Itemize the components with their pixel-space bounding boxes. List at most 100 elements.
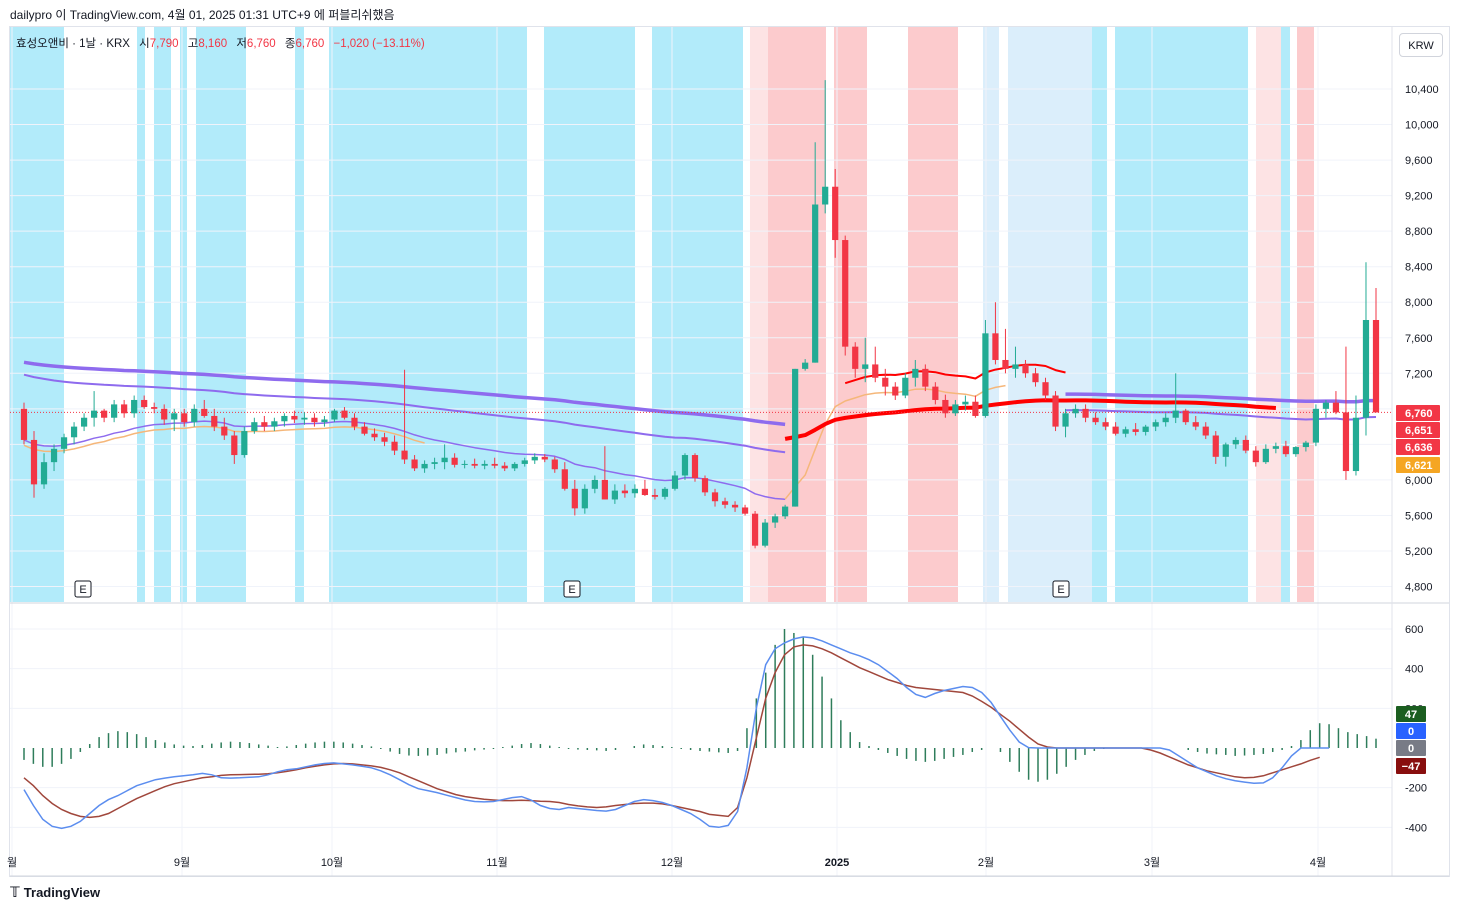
footer: 𝕋 TradingView <box>10 884 100 901</box>
candle <box>141 395 148 409</box>
candle <box>591 475 598 494</box>
price-badge-bg <box>1396 457 1440 473</box>
candle <box>731 501 739 512</box>
candle-body <box>431 462 438 464</box>
symbol-name[interactable]: 효성오앤비 · 1날 · KRX <box>16 38 130 50</box>
candle <box>1012 346 1019 378</box>
candle <box>641 479 649 496</box>
candle <box>581 484 588 514</box>
candle <box>211 408 218 432</box>
earnings-marker[interactable]: E <box>563 580 581 598</box>
candle-body <box>50 448 58 463</box>
price-badge-label: 6,651 <box>1405 425 1433 437</box>
candle <box>992 302 999 365</box>
candle <box>261 415 268 432</box>
macd-badge-bg <box>1396 758 1426 774</box>
candle-body <box>711 492 719 502</box>
price-badge-bg <box>1396 422 1440 438</box>
candle-body <box>1232 439 1239 445</box>
price-tick-label: 7,600 <box>1405 333 1433 345</box>
candle-body <box>1272 446 1279 449</box>
candle <box>1242 435 1249 454</box>
candle-body <box>551 459 558 470</box>
earnings-marker-label: E <box>568 584 575 596</box>
candle-body <box>321 419 328 423</box>
candle <box>902 373 909 399</box>
candle <box>281 413 288 427</box>
candle-body <box>271 421 278 427</box>
candle <box>271 417 278 432</box>
candle <box>1372 288 1380 413</box>
candle <box>792 368 799 507</box>
background-band <box>1297 27 1314 602</box>
candle <box>341 407 348 420</box>
candle <box>1262 444 1269 464</box>
macd-badge: 0 <box>1396 723 1426 739</box>
candle-body <box>491 463 498 466</box>
candle-body <box>802 362 809 369</box>
candle <box>1132 423 1139 436</box>
price-badge: 6,760 <box>1396 405 1440 421</box>
candle-body <box>401 450 408 460</box>
candle <box>331 408 338 423</box>
candle <box>932 382 939 405</box>
candle-body <box>1192 422 1199 427</box>
macd-badge-label: 47 <box>1405 709 1417 721</box>
candle-body <box>611 490 618 500</box>
candle <box>90 391 98 427</box>
candle-body <box>541 456 548 460</box>
candle-body <box>181 413 188 423</box>
candle <box>101 408 108 423</box>
earnings-marker[interactable]: E <box>74 580 92 598</box>
candle <box>751 511 759 549</box>
candle <box>50 444 58 472</box>
candle <box>421 460 428 473</box>
candle-body <box>481 463 488 466</box>
price-tick-label: 4,800 <box>1405 582 1433 594</box>
candle <box>1232 437 1239 449</box>
candle-body <box>30 439 38 485</box>
candle-body <box>60 437 68 449</box>
candle-body <box>621 490 628 494</box>
background-band <box>1115 27 1248 602</box>
candle <box>1172 373 1179 424</box>
macd-badge: 0 <box>1396 740 1426 756</box>
candle-body <box>201 408 208 416</box>
candle-body <box>40 462 48 485</box>
candle-body <box>121 404 128 414</box>
tradingview-logo-icon[interactable]: 𝕋 <box>10 884 20 900</box>
candle <box>942 394 949 418</box>
candle <box>1042 377 1049 400</box>
price-tick-label: 10,000 <box>1405 120 1439 132</box>
candle <box>882 368 889 396</box>
price-badge-bg <box>1396 439 1440 455</box>
candle <box>661 487 669 500</box>
candle-body <box>631 488 639 494</box>
ema-red-thin-line <box>844 363 1066 385</box>
candle-body <box>741 507 749 514</box>
candle <box>111 399 118 423</box>
candle-body <box>70 426 78 438</box>
candle-body <box>701 478 709 493</box>
candle-body <box>1322 402 1330 409</box>
candle-body <box>902 377 909 396</box>
currency-button[interactable]: KRW <box>1399 33 1443 57</box>
earnings-marker[interactable]: E <box>1052 580 1070 598</box>
candle <box>1022 359 1029 378</box>
candle-body <box>792 368 799 507</box>
candle <box>1072 404 1079 418</box>
footer-brand[interactable]: TradingView <box>23 885 101 900</box>
candle <box>802 359 809 371</box>
candle <box>171 408 178 432</box>
candle <box>521 457 528 467</box>
candle-body <box>101 410 108 418</box>
time-tick-label: 11월 <box>486 856 508 869</box>
low-label: 저 <box>236 38 247 50</box>
candle-body <box>1292 447 1299 455</box>
candle <box>1122 426 1129 438</box>
candle-body <box>1362 320 1370 418</box>
candle <box>471 458 478 469</box>
candle <box>30 431 38 498</box>
candle-body <box>111 404 118 418</box>
